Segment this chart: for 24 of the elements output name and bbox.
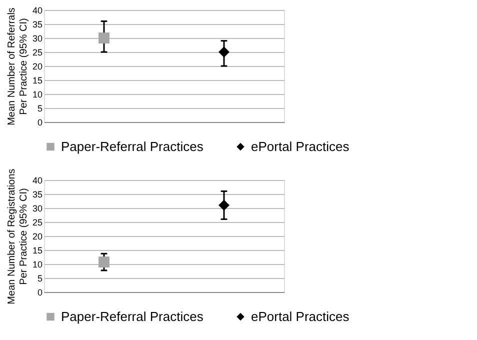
y-tick-label: 25 (32, 218, 42, 228)
y-tick-label: 5 (37, 104, 42, 114)
legend-label: ePortal Practices (251, 138, 350, 154)
y-tick-label: 35 (32, 20, 42, 30)
y-tick-label: 20 (32, 232, 42, 242)
y-axis-title: Mean Number of Registrations Per Practice (95% CI) (6, 168, 30, 304)
y-tick-label: 25 (32, 48, 42, 58)
y-tick-label: 15 (32, 76, 42, 86)
y-tick-label: 0 (37, 118, 42, 128)
y-tick-label: 0 (37, 288, 42, 298)
legend-label: Paper-Referral Practices (61, 138, 204, 154)
y-tick-label: 10 (32, 260, 42, 270)
y-axis-title: Mean Number of Referrals Per Practice (95% CI) (6, 8, 30, 126)
y-tick-label: 10 (32, 90, 42, 100)
legend-label: ePortal Practices (251, 308, 350, 324)
y-tick-label: 15 (32, 246, 42, 256)
y-tick-label: 5 (37, 274, 42, 284)
y-tick-label: 30 (32, 34, 42, 44)
y-tick-label: 40 (32, 176, 42, 186)
legend-label: Paper-Referral Practices (61, 308, 204, 324)
y-tick-label: 35 (32, 190, 42, 200)
y-tick-label: 30 (32, 204, 42, 214)
y-tick-label: 40 (32, 6, 42, 16)
y-tick-label: 20 (32, 62, 42, 72)
